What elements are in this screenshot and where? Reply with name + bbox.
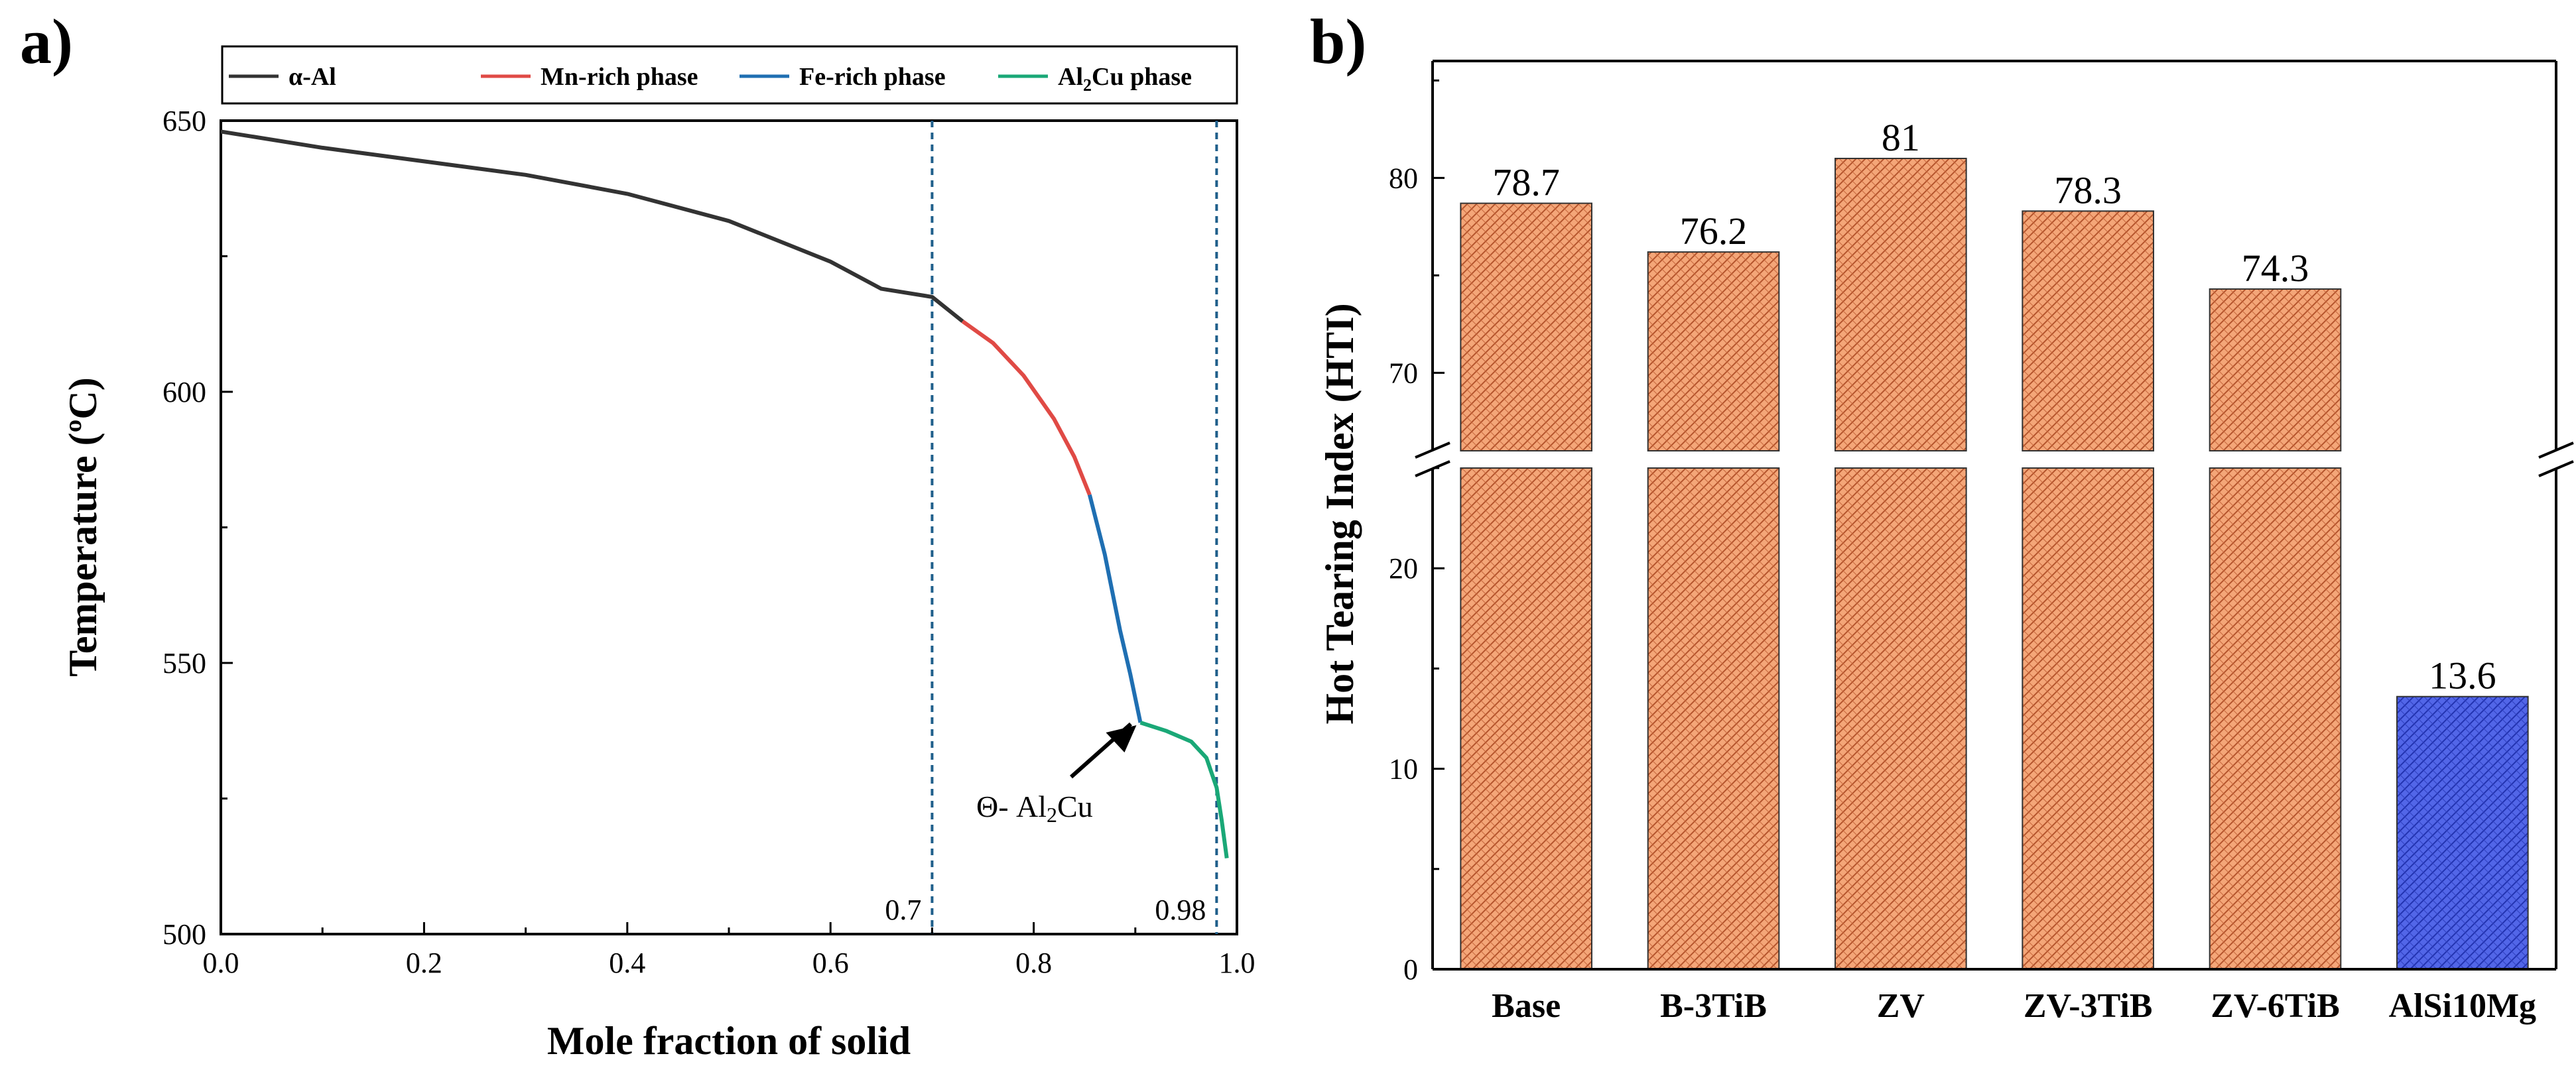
plot-b-frame: [1415, 60, 2574, 971]
series-lines: [220, 129, 1229, 859]
break-mark-left-top: [1415, 442, 1450, 459]
category-label: B-3TiB: [1660, 987, 1767, 1025]
panel-a: α-Al Mn-rich phase Fe-rich phase Al2Cu phas…: [61, 45, 1256, 1063]
bars: [1460, 158, 2529, 970]
y-tick-label: 80: [1389, 162, 1418, 194]
annotation-arrow-head: [1106, 725, 1137, 752]
x-tick-label: 0.2: [406, 947, 442, 979]
bar: [1835, 158, 1967, 451]
vlines: 0.7 0.98: [885, 121, 1218, 934]
category-labels: Base B-3TiB ZV ZV-3TiB ZV-6TiB AlSi10Mg: [1492, 987, 2536, 1025]
series-line: [1087, 494, 1143, 723]
legend-label: α-Al: [289, 63, 336, 91]
category-label: ZV-6TiB: [2211, 987, 2340, 1025]
y-tick-label: 70: [1389, 357, 1418, 389]
y-tick-label: 20: [1389, 552, 1418, 585]
x-tick-label: 1.0: [1219, 947, 1256, 979]
value-label: 81: [1882, 116, 1920, 159]
panel-b-label: b): [1310, 6, 1366, 77]
legend-label: Mn-rich phase: [541, 63, 698, 91]
vline-label: 0.7: [885, 894, 921, 926]
series-line: [1139, 721, 1229, 859]
value-label: 76.2: [1680, 209, 1748, 253]
legend: α-Al Mn-rich phase Fe-rich phase Al2Cu phas…: [229, 63, 1192, 95]
x-axis-title: Mole fraction of solid: [547, 1019, 911, 1063]
break-mark-right-top: [2538, 442, 2574, 459]
category-label: ZV-3TiB: [2024, 987, 2153, 1025]
break-mark-right-bottom: [2538, 460, 2574, 477]
y-tick-label: 0: [1403, 953, 1418, 986]
y-tick-label: 550: [162, 647, 206, 680]
y-tick-label: 600: [162, 376, 206, 408]
value-label: 78.7: [1492, 161, 1560, 204]
y-ticks: 0 10 20 70 80: [1389, 79, 1445, 986]
y-tick-label: 650: [162, 105, 206, 137]
x-tick-label: 0.6: [812, 947, 849, 979]
legend-box: [221, 45, 1238, 105]
series-line: [961, 320, 1092, 496]
series-line: [220, 129, 964, 324]
bar-lower: [2022, 467, 2154, 970]
bar: [2022, 210, 2154, 451]
legend-label: Al2Cu phase: [1058, 63, 1192, 95]
bar-lower: [1460, 467, 1592, 970]
panel-a-label: a): [20, 6, 73, 77]
legend-label: Fe-rich phase: [799, 63, 946, 91]
value-label: 78.3: [2054, 168, 2122, 211]
y-axis-title: Temperature (ºC): [61, 377, 105, 676]
bar-lower: [2209, 467, 2342, 970]
y-axis-title-b: Hot Tearing Index (HTI): [1318, 303, 1362, 724]
y-tick-label: 500: [162, 918, 206, 951]
x-tick-label: 0.4: [609, 947, 645, 979]
bar: [1460, 202, 1592, 451]
x-tick-label: 0.0: [203, 947, 239, 979]
y-tick-label: 10: [1389, 753, 1418, 786]
category-label: Base: [1492, 987, 1561, 1025]
annotation: Θ- Al2Cu: [976, 722, 1137, 827]
bar-lower: [1647, 467, 1780, 970]
x-ticks: 0.0 0.2 0.4 0.6 0.8 1.0: [203, 922, 1256, 979]
category-label: ZV: [1877, 987, 1925, 1025]
category-label: AlSi10Mg: [2389, 987, 2536, 1025]
annotation-label: Θ- Al2Cu: [976, 790, 1093, 827]
x-tick-label: 0.8: [1015, 947, 1052, 979]
value-label: 74.3: [2242, 247, 2309, 290]
vline-label: 0.98: [1155, 894, 1206, 926]
y-ticks: 500 550 600 650: [162, 105, 233, 951]
bar: [2396, 695, 2529, 970]
bar: [1647, 251, 1780, 451]
value-label: 13.6: [2429, 654, 2496, 697]
value-labels: 78.7 76.2 81 78.3 74.3 13.6: [1492, 116, 2496, 697]
panel-b: 0 10 20 70 80 78.7 76.2 81 78.3 74.3 13.6 Base B-3…: [1318, 60, 2574, 1025]
bar: [2209, 288, 2342, 452]
bar-lower: [1835, 467, 1967, 970]
